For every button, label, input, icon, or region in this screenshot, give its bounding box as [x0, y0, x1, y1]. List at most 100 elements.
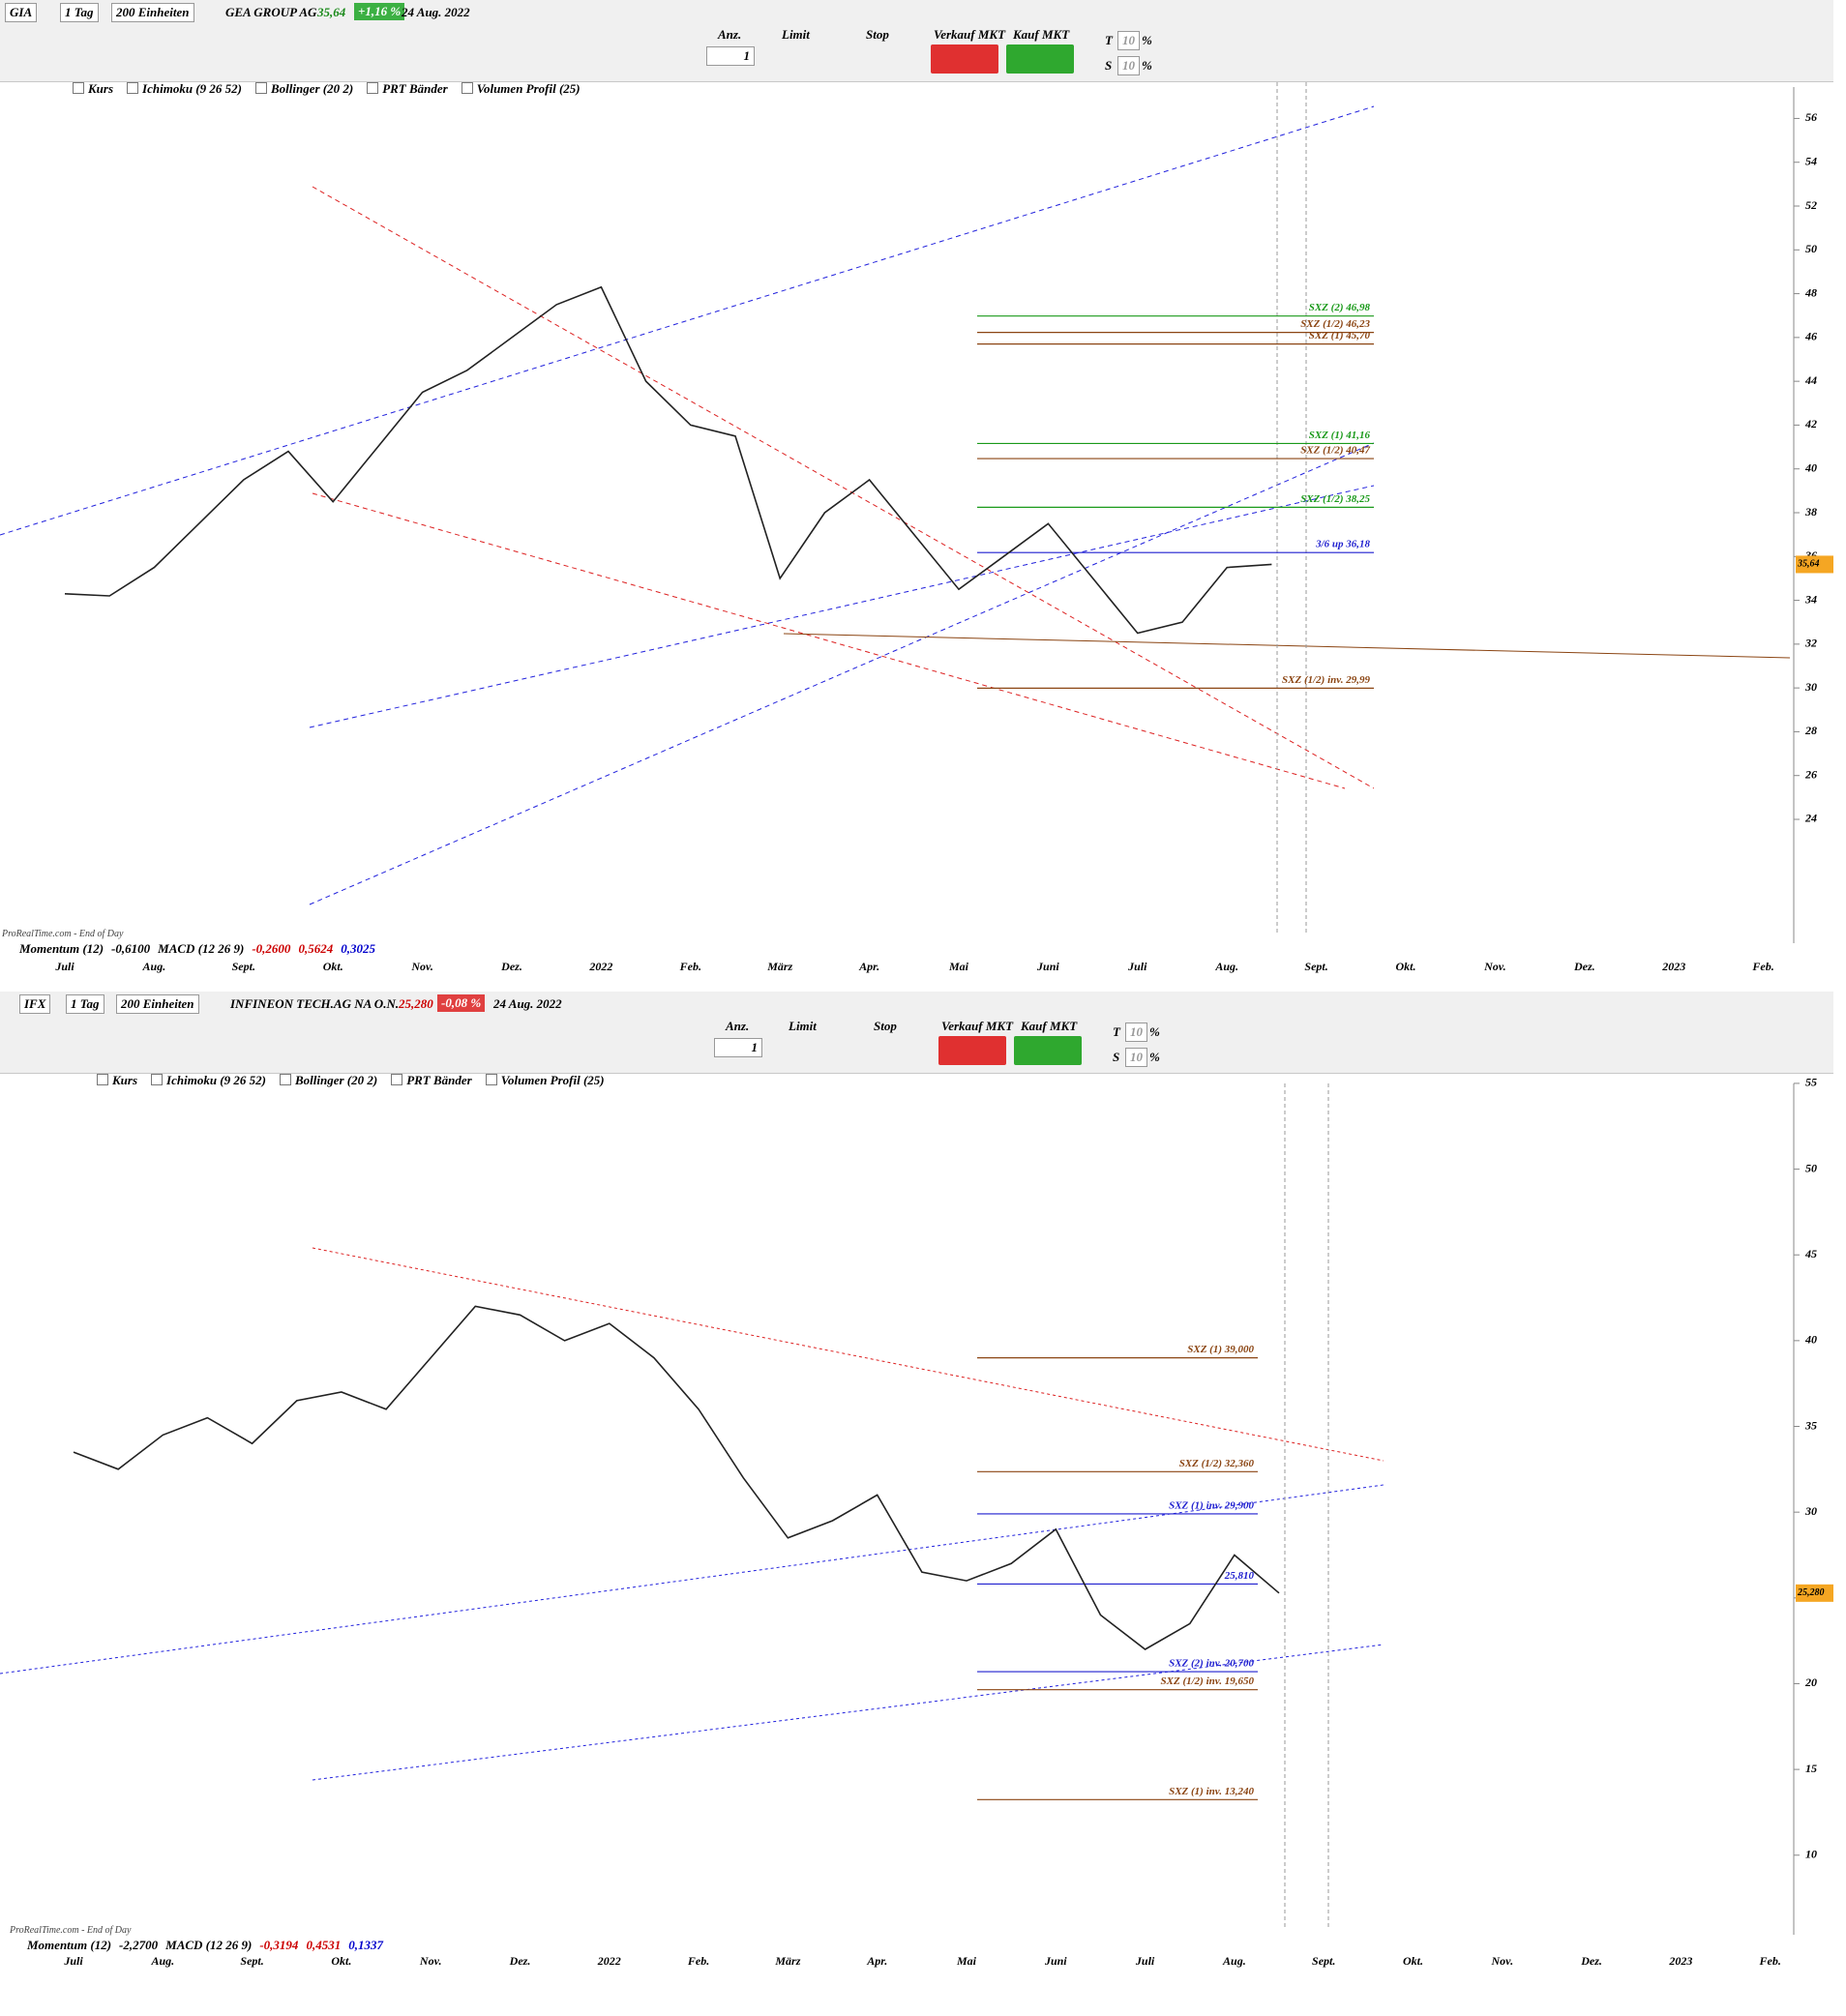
date: 24 Aug. 2022 — [402, 5, 470, 19]
x-tick-label: Apr. — [858, 960, 879, 973]
x-tick-label: Aug. — [142, 960, 166, 973]
indicator[interactable]: Bollinger (20 2) — [255, 81, 353, 97]
y-tick-label: 54 — [1805, 154, 1817, 167]
qty[interactable]: 1 — [714, 1038, 762, 1057]
indicator[interactable]: Volumen Profil (25) — [462, 81, 581, 97]
t-unit: % — [1142, 33, 1152, 47]
toolbar — [0, 0, 1833, 82]
symbol[interactable]: IFX — [19, 994, 51, 1014]
momentum[interactable]: Momentum (12) — [19, 941, 104, 956]
level-label: 25,810 — [1224, 1570, 1255, 1582]
instrument: INFINEON TECH.AG NA O.N. — [230, 996, 400, 1011]
t-value[interactable]: 10 — [1125, 1023, 1147, 1042]
indicator[interactable]: Kurs — [73, 81, 113, 97]
s-unit: % — [1149, 1050, 1160, 1064]
level-label: SXZ (1/2) 46,23 — [1300, 318, 1370, 330]
t-label[interactable]: T — [1113, 1024, 1120, 1039]
level-label: SXZ (1) inv. 13,240 — [1169, 1786, 1254, 1797]
y-tick-label: 48 — [1804, 285, 1817, 299]
panel: GIA 1 Tag 200 Einheiten GEA GROUP AG 35,… — [0, 0, 1833, 987]
units[interactable]: 200 Einheiten — [111, 3, 194, 22]
trendline — [0, 1484, 1384, 1675]
indicator[interactable]: Ichimoku (9 26 52) — [127, 81, 242, 97]
footer: Momentum (12) -2,2700 MACD (12 26 9) -0,… — [27, 1938, 383, 1953]
momentum-value: -2,2700 — [119, 1938, 159, 1952]
sell-label: Verkauf MKT — [934, 27, 1006, 42]
x-tick-label: 2023 — [1668, 1954, 1692, 1968]
x-tick-label: Feb. — [687, 1954, 709, 1968]
sell-button[interactable] — [938, 1036, 1006, 1065]
units[interactable]: 200 Einheiten — [116, 994, 199, 1014]
y-tick-label: 24 — [1804, 812, 1817, 825]
y-tick-label: 30 — [1804, 680, 1817, 694]
last-price-label: 35,64 — [1797, 559, 1820, 570]
buy-button[interactable] — [1006, 44, 1074, 74]
x-tick-label: 2022 — [588, 960, 612, 973]
period[interactable]: 1 Tag — [60, 3, 99, 22]
x-tick-label: Okt. — [323, 960, 343, 973]
y-tick-label: 45 — [1804, 1247, 1817, 1260]
macd[interactable]: MACD (12 26 9) — [158, 941, 245, 956]
y-tick-label: 10 — [1805, 1848, 1817, 1861]
t-value[interactable]: 10 — [1117, 31, 1140, 50]
x-tick-label: Feb. — [679, 960, 701, 973]
y-tick-label: 42 — [1804, 417, 1817, 430]
level-label: SXZ (1/2) 32,360 — [1179, 1458, 1255, 1469]
indicator[interactable]: Ichimoku (9 26 52) — [151, 1073, 266, 1088]
x-tick-label: Apr. — [866, 1954, 887, 1968]
s-label[interactable]: S — [1113, 1050, 1120, 1064]
symbol[interactable]: GIA — [5, 3, 38, 22]
s-value[interactable]: 10 — [1125, 1048, 1147, 1067]
macd[interactable]: MACD (12 26 9) — [165, 1938, 253, 1952]
s-unit: % — [1142, 58, 1152, 73]
x-tick-label: Nov. — [1483, 960, 1506, 973]
limit: Limit — [789, 1019, 817, 1033]
indicator[interactable]: PRT Bänder — [391, 1073, 472, 1088]
macd-value: 0,5624 — [298, 941, 334, 956]
toolbar — [0, 992, 1833, 1074]
s-label[interactable]: S — [1105, 58, 1113, 73]
indicator[interactable]: Bollinger (20 2) — [280, 1073, 377, 1088]
x-tick-label: Juli — [1135, 1954, 1155, 1968]
source: ProRealTime.com - End of Day — [2, 929, 124, 939]
period[interactable]: 1 Tag — [66, 994, 104, 1014]
x-tick-label: Nov. — [419, 1954, 442, 1968]
level-label: SXZ (1) 41,16 — [1309, 430, 1371, 441]
t-label[interactable]: T — [1105, 33, 1113, 47]
s-value[interactable]: 10 — [1117, 56, 1140, 75]
y-tick-label: 56 — [1805, 110, 1817, 124]
y-tick-label: 20 — [1804, 1675, 1817, 1689]
x-tick-label: Aug. — [1214, 960, 1238, 973]
support-line — [783, 633, 1791, 659]
indicator[interactable]: Volumen Profil (25) — [486, 1073, 605, 1088]
last-price-box — [1796, 1584, 1833, 1602]
footer: Momentum (12) -0,6100 MACD (12 26 9) -0,… — [19, 941, 375, 957]
x-tick-label: Mai — [956, 1954, 977, 1968]
x-tick-label: Nov. — [410, 960, 433, 973]
last-price-box — [1796, 555, 1833, 574]
level-label: SXZ (1/2) 40,47 — [1300, 445, 1370, 457]
y-tick-label: 44 — [1804, 373, 1817, 387]
source: ProRealTime.com - End of Day — [10, 1925, 132, 1936]
sell-button[interactable] — [931, 44, 998, 74]
y-tick-label: 52 — [1805, 198, 1817, 212]
indicator[interactable]: Kurs — [97, 1073, 137, 1088]
macd-value: 0,3025 — [341, 941, 375, 956]
limit: Limit — [782, 27, 810, 42]
last-price-label: 25,280 — [1797, 1587, 1825, 1598]
level-label: SXZ (2) 46,98 — [1309, 302, 1371, 313]
buy-button[interactable] — [1014, 1036, 1082, 1065]
y-tick-label: 46 — [1804, 330, 1817, 343]
indicator[interactable]: PRT Bänder — [367, 81, 448, 97]
trendline — [0, 105, 1375, 536]
y-tick-label: 40 — [1804, 1333, 1817, 1347]
t-unit: % — [1149, 1024, 1160, 1039]
momentum[interactable]: Momentum (12) — [27, 1938, 112, 1952]
x-tick-label: Juni — [1044, 1954, 1067, 1968]
level-label: SXZ (1/2) inv. 29,99 — [1282, 674, 1370, 686]
qty[interactable]: 1 — [706, 46, 755, 66]
x-tick-label: Aug. — [1222, 1954, 1246, 1968]
y-tick-label: 38 — [1804, 505, 1817, 519]
x-tick-label: März — [774, 1954, 800, 1968]
